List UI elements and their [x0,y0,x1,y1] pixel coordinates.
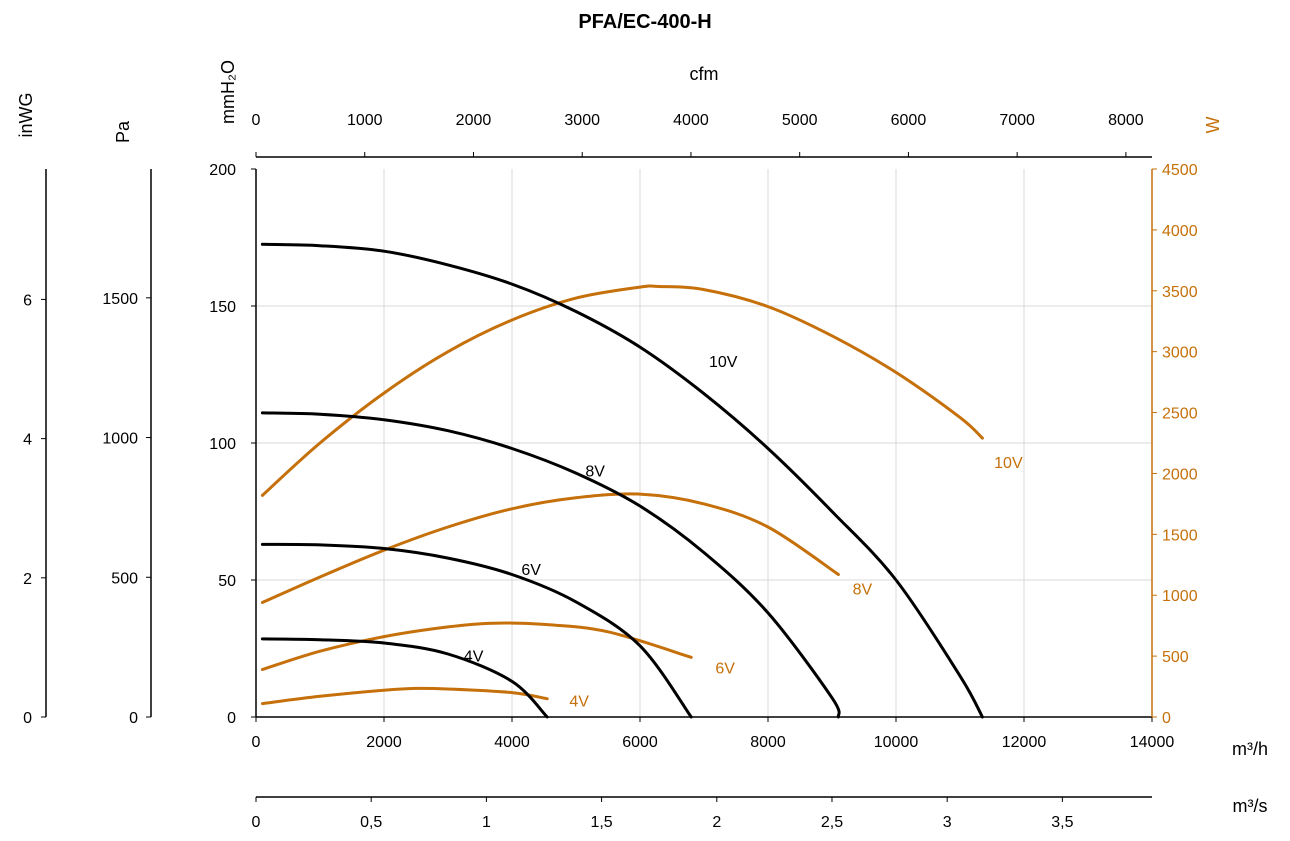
x-tick-label: 0 [252,734,261,751]
pressure-label-10v: 10V [709,354,738,371]
x-tick-label: 8000 [750,734,786,751]
x-tick-label: 6000 [622,734,658,751]
pressure-curve-8v [260,411,841,719]
m3s-tick-label: 3,5 [1051,814,1073,831]
pressure-label-4v: 4V [464,648,484,665]
inwg-tick-label: 6 [23,292,32,309]
m3s-tick-label: 1,5 [590,814,612,831]
cfm-tick-label: 6000 [891,112,927,129]
inwg-tick-label: 4 [23,432,32,449]
cfm-tick-label: 5000 [782,112,818,129]
pa-tick-label: 0 [129,710,138,727]
m3s-tick-label: 0 [252,814,261,831]
pressure-curve-4v [260,637,549,719]
cfm-tick-label: 8000 [1108,112,1144,129]
pressure-label-8v: 8V [585,463,605,480]
power-curve-4v [260,686,549,706]
w-axis-label: W [1203,117,1223,134]
x-tick-label: 12000 [1002,734,1047,751]
m3s-tick-label: 2 [712,814,721,831]
power-label-6v: 6V [715,660,735,677]
mmh2o-tick-label: 200 [209,162,236,179]
w-tick-label: 500 [1162,649,1189,666]
mmh2o-tick-label: 150 [209,299,236,316]
w-tick-label: 4000 [1162,223,1198,240]
x-tick-label: 2000 [366,734,402,751]
power-label-10v: 10V [994,455,1023,472]
w-tick-label: 2000 [1162,466,1198,483]
power-curve-6v [260,621,693,671]
cfm-tick-label: 1000 [347,112,383,129]
cfm-axis-label: cfm [690,64,719,84]
m3s-tick-label: 1 [482,814,491,831]
series: 10V 8V 6V 4V 10V 8V 6V 4V [260,242,1023,719]
mmh2o-axis-label: mmH₂O [218,60,238,124]
x-tick-label: 4000 [494,734,530,751]
pa-tick-label: 500 [111,570,138,587]
inwg-tick-label: 0 [23,710,32,727]
inwg-axis-label: inWG [16,93,36,138]
power-label-8v: 8V [853,582,873,599]
cfm-tick-label: 3000 [564,112,600,129]
mmh2o-tick-label: 100 [209,436,236,453]
mmh2o-tick-label: 50 [218,573,236,590]
inwg-tick-label: 2 [23,571,32,588]
w-tick-label: 1500 [1162,527,1198,544]
pressure-label-6v: 6V [521,562,541,579]
pressure-curve-10v [260,242,984,719]
x-tick-label: 14000 [1130,734,1175,751]
m3s-axis-label: m³/s [1233,796,1268,816]
w-tick-label: 1000 [1162,588,1198,605]
grid [256,169,1152,717]
axes: 0 2000 4000 6000 8000 10000 12000 14000 m³/h0 0,5… [16,60,1268,831]
pa-tick-label: 1000 [102,431,138,448]
w-tick-label: 4500 [1162,162,1198,179]
w-tick-label: 3000 [1162,345,1198,362]
mmh2o-tick-label: 0 [227,710,236,727]
m3s-tick-label: 2,5 [821,814,843,831]
x-axis-label: m³/h [1232,739,1268,759]
m3s-tick-label: 3 [943,814,952,831]
w-tick-label: 0 [1162,710,1171,727]
pressure-curve-6v [260,542,693,719]
cfm-tick-label: 2000 [456,112,492,129]
chart-title: PFA/EC-400-H [578,11,711,33]
m3s-tick-label: 0,5 [360,814,382,831]
w-tick-label: 2500 [1162,406,1198,423]
cfm-tick-label: 0 [252,112,261,129]
x-tick-label: 10000 [874,734,919,751]
cfm-tick-label: 4000 [673,112,709,129]
pa-tick-label: 1500 [102,291,138,308]
w-tick-label: 3500 [1162,284,1198,301]
pa-axis-label: Pa [113,120,133,143]
power-curve-10v [260,284,984,497]
cfm-tick-label: 7000 [999,112,1035,129]
power-curve-8v [260,492,840,604]
power-label-4v: 4V [569,694,589,711]
